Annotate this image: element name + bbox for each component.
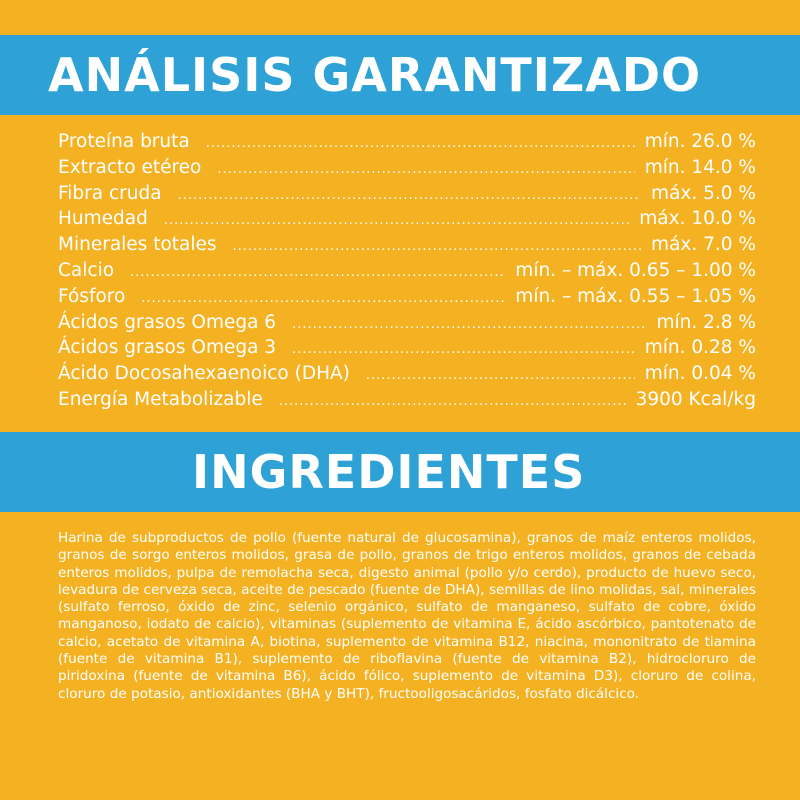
dot-leader (292, 318, 646, 331)
row-label: Calcio (58, 259, 115, 281)
analysis-row-fat: Extracto etéreo mín. 14.0 % (58, 157, 756, 183)
row-value: mín. – máx. 0.55 – 1.05 % (515, 285, 756, 307)
analysis-row-dha: Ácido Docosahexaenoico (DHA) mín. 0.04 % (58, 363, 756, 389)
row-value: 3900 Kcal/kg (635, 388, 756, 410)
row-value: máx. 7.0 % (651, 234, 756, 256)
analysis-table: Proteína bruta mín. 26.0 % Extracto etér… (58, 131, 756, 415)
analysis-header-band: ANÁLISIS GARANTIZADO (0, 35, 800, 115)
dot-leader (141, 292, 505, 305)
row-label: Ácidos grasos Omega 6 (58, 311, 277, 333)
analysis-row-omega3: Ácidos grasos Omega 3 mín. 0.28 % (58, 337, 756, 363)
row-label: Ácido Docosahexaenoico (DHA) (58, 363, 350, 385)
ingredients-title: INGREDIENTES (192, 445, 586, 499)
row-value: mín. 14.0 % (644, 156, 756, 178)
row-label: Minerales totales (58, 234, 217, 256)
dot-leader (206, 137, 635, 150)
row-label: Ácidos grasos Omega 3 (58, 337, 277, 359)
row-value: mín. 0.28 % (644, 337, 756, 359)
analysis-row-energy: Energía Metabolizable 3900 Kcal/kg (58, 389, 756, 415)
row-value: máx. 10.0 % (639, 208, 756, 230)
dot-leader (279, 395, 626, 408)
row-label: Energía Metabolizable (58, 388, 263, 410)
row-label: Humedad (58, 208, 148, 230)
row-label: Fósforo (58, 285, 126, 307)
analysis-row-calcium: Calcio mín. – máx. 0.65 – 1.00 % (58, 260, 756, 286)
row-value: mín. 2.8 % (656, 311, 756, 333)
analysis-row-omega6: Ácidos grasos Omega 6 mín. 2.8 % (58, 312, 756, 338)
analysis-row-minerals: Minerales totales máx. 7.0 % (58, 234, 756, 260)
analysis-row-moisture: Humedad máx. 10.0 % (58, 208, 756, 234)
ingredients-header-band: INGREDIENTES (0, 432, 800, 512)
row-label: Proteína bruta (58, 131, 190, 152)
row-label: Fibra cruda (58, 182, 162, 204)
analysis-row-phosphorus: Fósforo mín. – máx. 0.55 – 1.05 % (58, 286, 756, 312)
row-value: mín. 26.0 % (644, 131, 756, 152)
dot-leader (233, 240, 642, 253)
dot-leader (130, 266, 505, 279)
row-value: mín. 0.04 % (644, 363, 756, 385)
dot-leader (366, 369, 635, 382)
analysis-title: ANÁLISIS GARANTIZADO (48, 48, 702, 102)
row-value: máx. 5.0 % (651, 182, 756, 204)
row-value: mín. – máx. 0.65 – 1.00 % (515, 259, 756, 281)
dot-leader (217, 163, 634, 176)
dot-leader (292, 343, 635, 356)
analysis-row-fiber: Fibra cruda máx. 5.0 % (58, 183, 756, 209)
row-label: Extracto etéreo (58, 156, 202, 178)
dot-leader (164, 214, 629, 227)
analysis-row-protein: Proteína bruta mín. 26.0 % (58, 131, 756, 157)
dot-leader (178, 189, 641, 202)
ingredients-text: Harina de subproductos de pollo (fuente … (58, 530, 756, 702)
